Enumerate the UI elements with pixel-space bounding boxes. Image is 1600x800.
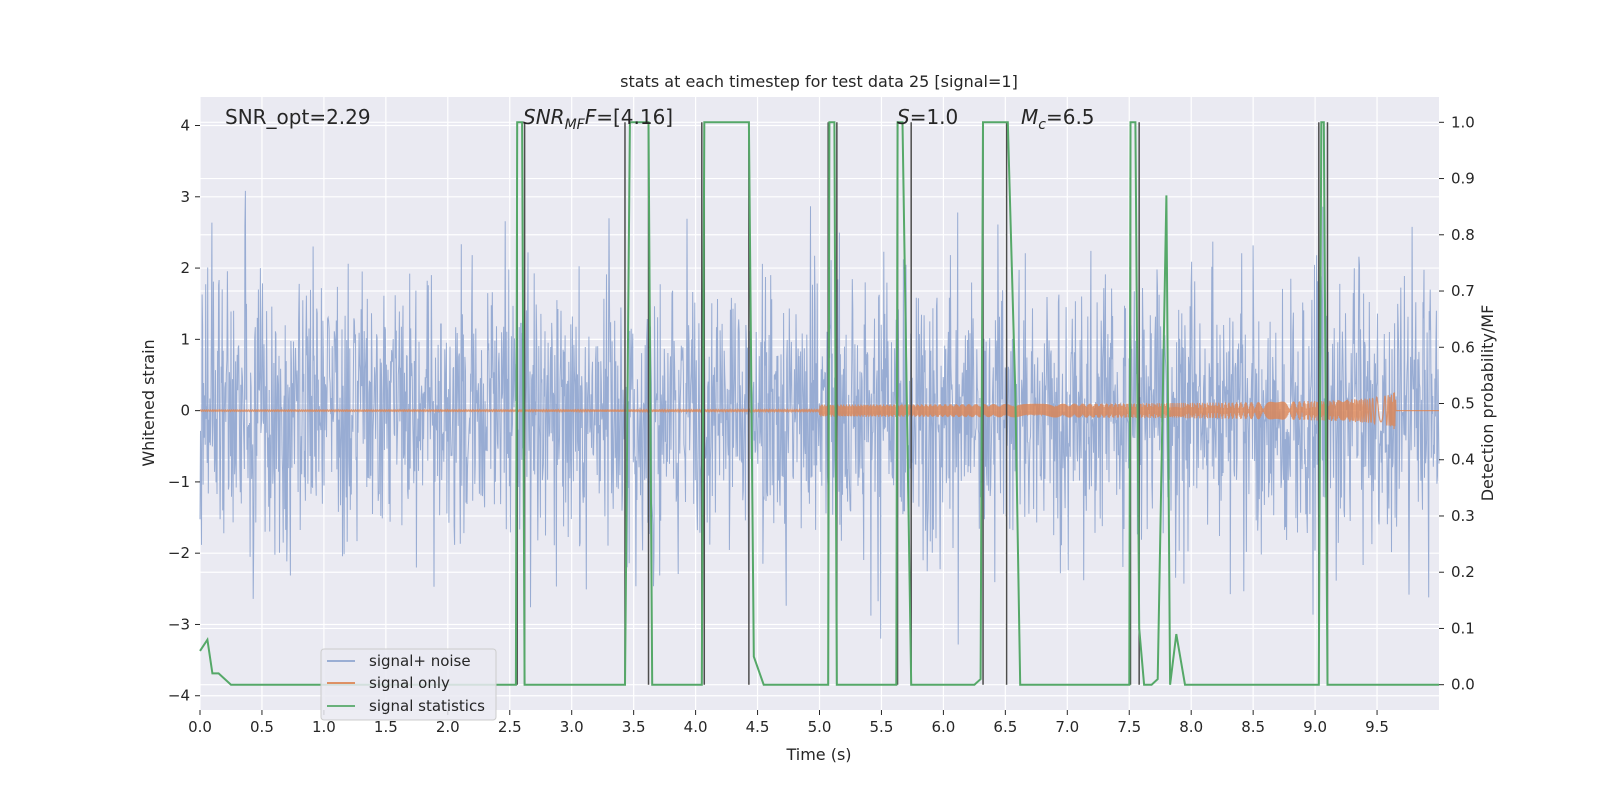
y-tick-label: 1 (180, 330, 190, 348)
y-axis-label: Whitened strain (139, 339, 158, 466)
x-tick-label: 3.5 (622, 718, 646, 736)
annotation-s-value: =1.0 (910, 105, 959, 129)
x-tick-label: 7.5 (1117, 718, 1141, 736)
x-tick-label: 1.5 (374, 718, 398, 736)
annotation-snr-mf: SNRMFF=[4.16] (523, 105, 673, 133)
annotation-mc: Mc=6.5 (1021, 105, 1095, 133)
annotation-s: S=1.0 (897, 105, 958, 129)
annotation-snr-mf-symbol: SNR (523, 105, 565, 129)
x-tick-label: 2.0 (436, 718, 460, 736)
x-axis-label: Time (s) (785, 745, 851, 764)
y-tick-label: 4 (180, 117, 190, 135)
x-tick-label: 9.0 (1303, 718, 1327, 736)
y-right-tick-label: 0.3 (1451, 507, 1475, 525)
annotation-mc-symbol: M (1021, 105, 1038, 129)
x-axis: 0.0 0.5 1.0 1.5 2.0 2.5 3.0 3.5 4.0 4.5 5.0 5.5 6.0 6… (188, 710, 1389, 736)
x-tick-label: 1.0 (312, 718, 336, 736)
x-tick-label: 9.5 (1365, 718, 1389, 736)
x-tick-label: 8.5 (1241, 718, 1265, 736)
x-tick-label: 6.5 (993, 718, 1017, 736)
y-tick-label: −2 (168, 544, 190, 562)
legend: signal+ noise signal only signal statist… (320, 648, 497, 721)
x-tick-label: 2.5 (498, 718, 522, 736)
signal-only-line (199, 392, 1439, 430)
x-tick-label: 3.0 (560, 718, 584, 736)
x-tick-label: 5.0 (808, 718, 832, 736)
annotation-snr-mf-f: F (585, 105, 597, 129)
x-tick-label: 7.0 (1055, 718, 1079, 736)
signal-statistics-series (199, 121, 1439, 686)
y-right-tick-label: 0.8 (1451, 226, 1475, 244)
x-tick-label: 6.0 (931, 718, 955, 736)
y-tick-label: −4 (168, 687, 190, 705)
noise-line (199, 190, 1440, 645)
signal-statistics-line (199, 121, 1439, 686)
y-right-tick-label: 0.0 (1451, 676, 1475, 694)
legend-label-signal-only: signal only (369, 674, 450, 692)
y-right-tick-label: 0.1 (1451, 619, 1475, 637)
x-tick-label: 0.5 (250, 718, 274, 736)
x-tick-label: 4.0 (684, 718, 708, 736)
y-right-tick-label: 0.6 (1451, 338, 1475, 356)
x-tick-label: 8.0 (1179, 718, 1203, 736)
y-axis-right-label: Detection probability/MF (1478, 305, 1497, 502)
x-tick-label: 4.5 (746, 718, 770, 736)
annotation-snr-mf-subscript: MF (565, 117, 586, 133)
legend-frame (320, 648, 497, 721)
chart-title: stats at each timestep for test data 25 … (620, 72, 1018, 91)
y-tick-label: 2 (180, 259, 190, 277)
x-tick-label: 0.0 (188, 718, 212, 736)
noise-series (199, 190, 1440, 645)
y-right-tick-label: 0.9 (1451, 170, 1475, 188)
y-right-tick-label: 1.0 (1451, 113, 1475, 131)
annotation-s-symbol: S (897, 105, 910, 129)
annotation-snr-mf-value: =[4.16] (596, 105, 673, 129)
y-axis-left: 4 3 2 1 0 −1 −2 −3 −4 (168, 117, 200, 705)
y-axis-right: 1.0 0.9 0.8 0.7 0.6 0.5 0.4 0.3 0.2 0.1 0.0 (1439, 113, 1475, 694)
y-right-tick-label: 0.2 (1451, 563, 1475, 581)
y-right-tick-label: 0.5 (1451, 395, 1475, 413)
signal-only-series (199, 392, 1439, 430)
x-tick-label: 5.5 (870, 718, 894, 736)
y-tick-label: −1 (168, 473, 190, 491)
y-right-tick-label: 0.7 (1451, 282, 1475, 300)
legend-label-noise: signal+ noise (369, 652, 471, 670)
annotation-snr-opt: SNR_opt=2.29 (225, 105, 371, 129)
y-tick-label: −3 (168, 615, 190, 633)
y-tick-label: 3 (180, 188, 190, 206)
annotation-mc-subscript: c (1038, 117, 1046, 133)
annotation-mc-value: =6.5 (1046, 105, 1095, 129)
legend-label-statistics: signal statistics (369, 697, 485, 715)
y-tick-label: 0 (180, 402, 190, 420)
y-right-tick-label: 0.4 (1451, 451, 1475, 469)
